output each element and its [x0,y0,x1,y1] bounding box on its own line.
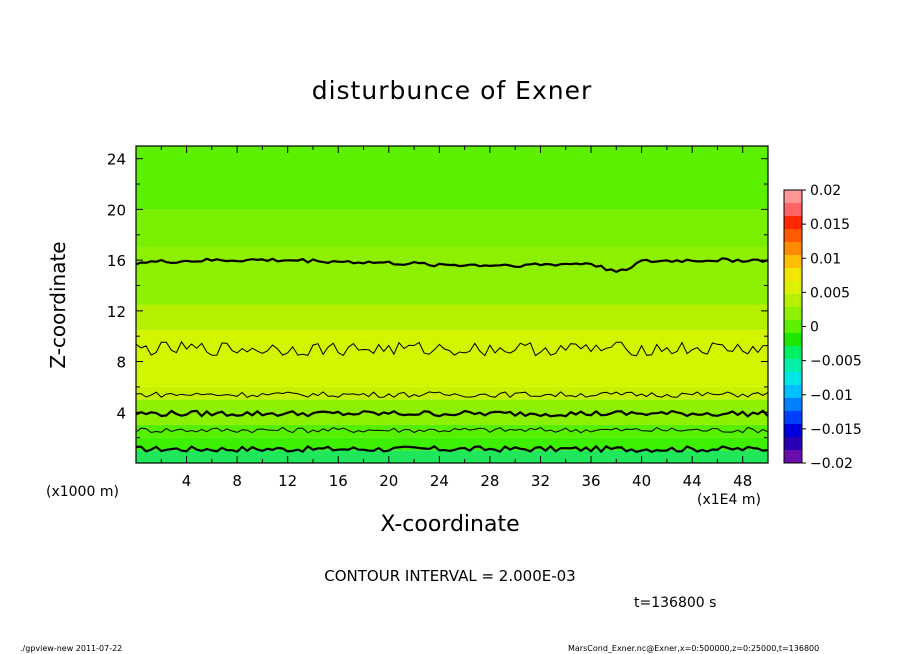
colorbar-swatch [784,372,802,385]
colorbar-swatch [784,242,802,255]
colorbar-swatch [784,411,802,424]
x-tick-label: 28 [480,472,499,490]
contour-line-3 [136,391,768,398]
contour-line-5 [136,257,768,274]
colorbar-swatch [784,398,802,411]
colorbar-tick-label: 0.02 [810,183,841,199]
colorbar-swatch [784,216,802,229]
contour-line-4 [136,340,768,357]
colorbar-tick-label: 0.015 [810,217,850,233]
colorbar-swatch [784,307,802,320]
colorbar-swatch [784,281,802,294]
plot-frame [135,145,769,464]
x-scale-note: (x1000 m) [46,484,119,500]
x-tick-label: 24 [430,472,449,490]
colorbar-swatch [784,190,802,203]
field-bands [136,146,768,463]
colorbar-swatch [784,450,802,463]
colorbar-swatch [784,320,802,333]
field-band-0 [136,450,768,463]
x-tick-label: 4 [182,472,192,490]
colorbar-swatch [784,424,802,437]
time-label: t=136800 s [634,595,717,611]
field-band-4 [136,386,768,400]
field-band-5 [136,329,768,387]
field-band-7 [136,247,768,305]
colorbar-swatch [784,359,802,372]
footer-right: MarsCond_Exner.nc@Exner,x=0:500000,z=0:2… [568,644,820,653]
x-tick-label: 44 [683,472,702,490]
contour-line-1 [136,426,768,434]
colorbar-tick-label: −0.02 [810,456,853,472]
y-tick-label: 12 [107,303,126,321]
y-tick-label: 16 [107,252,126,270]
colorbar-tick-label: 0 [810,320,819,336]
y-tick-label: 4 [116,404,126,422]
y-tick-label: 8 [116,354,126,372]
x-unit-note: (x1E4 m) [697,492,761,508]
colorbar-swatch [784,385,802,398]
x-tick-label: 12 [278,472,297,490]
contour-interval-label: CONTOUR INTERVAL = 2.000E-03 [324,567,576,585]
colorbar-swatch [784,346,802,359]
contour-lines [136,257,768,454]
colorbar-tick-label: −0.005 [810,354,862,370]
contour-line-0 [136,444,768,454]
y-axis-label: Z-coordinate [46,241,70,369]
field-band-9 [136,146,768,210]
field-band-2 [136,424,768,438]
colorbar-tick-label: −0.015 [810,422,862,438]
field-band-6 [136,304,768,330]
chart-title: disturbunce of Exner [311,76,593,105]
x-tick-label: 16 [329,472,348,490]
colorbar-swatch [784,203,802,216]
x-tick-label: 20 [379,472,398,490]
y-tick-label: 24 [107,151,126,169]
colorbar-swatch [784,437,802,450]
y-axis-ticks: 4 8 12 16 20 24 [107,151,768,439]
x-tick-label: 40 [632,472,651,490]
x-tick-label: 36 [581,472,600,490]
y-tick-label: 20 [107,201,126,219]
x-axis-label: X-coordinate [380,512,520,537]
colorbar-swatch [784,255,802,268]
field-band-1 [136,437,768,451]
colorbar: 0.02 0.015 0.01 0.005 0 −0.005 −0.01 −0.015 −0.0… [783,183,862,472]
x-tick-label: 8 [232,472,242,490]
footer-left: ./gpview-new 2011-07-22 [20,644,123,653]
colorbar-swatch [784,268,802,281]
x-tick-label: 32 [531,472,550,490]
x-axis-ticks: 4 8 12 16 20 24 28 32 36 40 44 48 [160,146,752,490]
colorbar-swatch [784,333,802,346]
colorbar-tick-label: 0.005 [810,285,850,301]
contour-line-2 [136,409,768,418]
colorbar-tick-label: 0.01 [810,251,841,267]
colorbar-swatch [784,294,802,307]
colorbar-tick-label: −0.01 [810,388,853,404]
colorbar-swatch [784,229,802,242]
field-band-8 [136,209,768,248]
x-tick-label: 48 [733,472,752,490]
